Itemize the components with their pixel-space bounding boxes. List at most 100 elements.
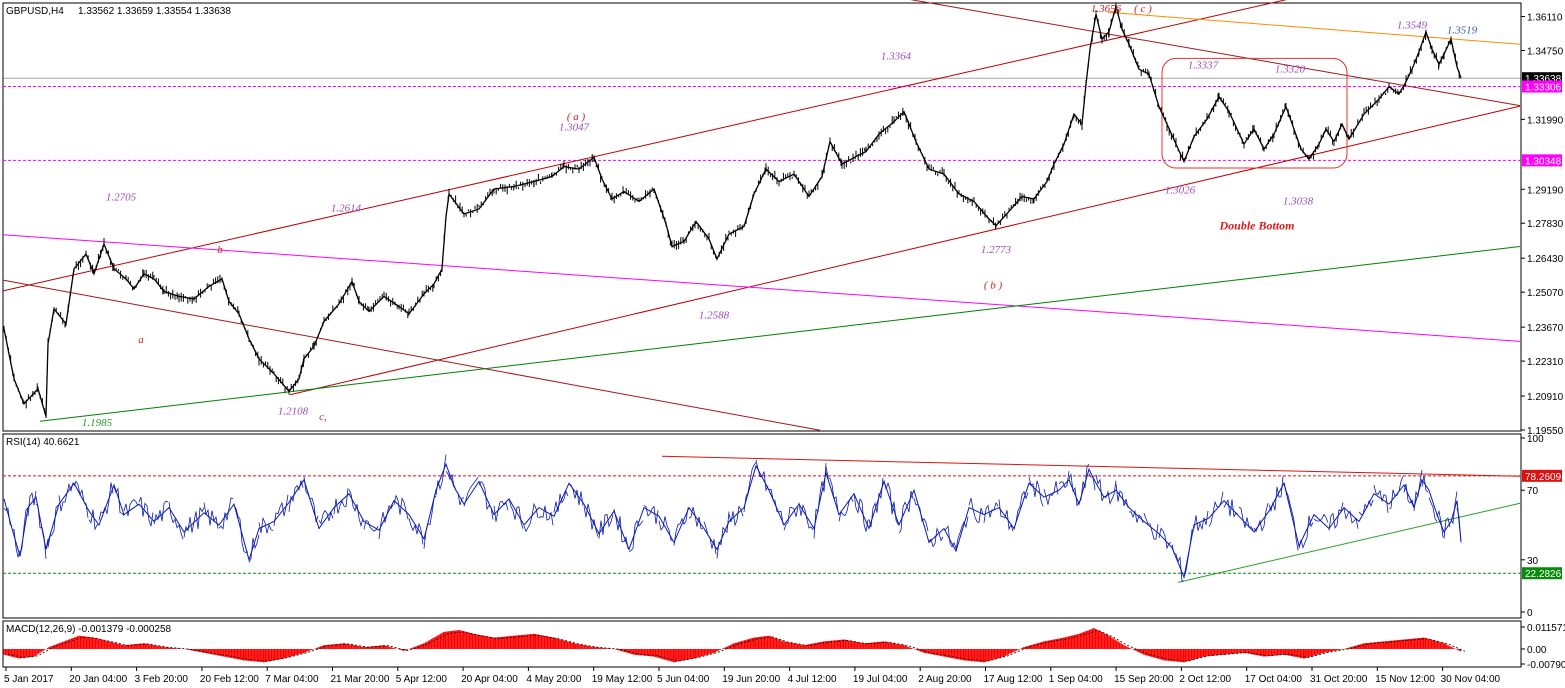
rsi-detail — [1088, 473, 1096, 491]
rsi-detail — [1171, 544, 1185, 582]
time-tick-label: 20 Apr 04:00 — [461, 674, 518, 685]
rsi-detail — [928, 527, 944, 548]
rsi-detail — [493, 500, 509, 522]
rsi-detail — [1403, 483, 1415, 508]
rsi-detail — [1298, 515, 1314, 549]
rsi-detail — [703, 521, 717, 555]
price-tick-label: 1.25070 — [1527, 288, 1564, 299]
price-tag-label: 1.33306 — [1525, 83, 1562, 94]
rsi-detail — [1223, 498, 1239, 518]
rsi-detail — [673, 507, 689, 546]
price-trendline — [2, 0, 1287, 292]
time-tick-label: 17 Aug 12:00 — [984, 674, 1043, 685]
price-annotation: 1.2773 — [981, 244, 1012, 256]
rsi-detail — [203, 502, 219, 529]
rsi-detail — [1456, 507, 1462, 543]
rsi-detail — [1443, 517, 1451, 539]
time-tick-label: 5 Jan 2017 — [4, 674, 54, 685]
price-tick-label: 1.19550 — [1527, 426, 1564, 437]
macd-tick-label: 0.00 — [1527, 645, 1547, 656]
rsi-detail — [1428, 497, 1438, 522]
rsi-line — [3, 462, 1462, 579]
rsi-detail — [333, 488, 349, 515]
rsi-detail — [98, 482, 114, 521]
price-tag-label: 1.30348 — [1525, 156, 1562, 167]
rsi-detail — [1208, 491, 1224, 527]
macd-axis: 0.011571 0.00 -0.007904 — [1521, 623, 1565, 671]
rsi-detail — [1421, 475, 1429, 493]
rsi-detail — [913, 498, 929, 532]
rsi-detail — [508, 498, 524, 529]
rsi-detail — [445, 471, 455, 487]
rsi-detail — [1328, 502, 1344, 531]
rsi-trendline — [661, 455, 1521, 477]
rsi-layer — [3, 454, 1521, 583]
rsi-detail — [1313, 513, 1329, 523]
rsi-detail — [168, 501, 184, 540]
rsi-detail — [1343, 508, 1359, 529]
time-tick-label: 17 Oct 04:00 — [1245, 674, 1303, 685]
rsi-detail — [1013, 490, 1029, 530]
rsi-axis: 100 70 30 0 78.2609 22.2826 — [1521, 434, 1562, 619]
price-tag-box — [1522, 154, 1562, 167]
rsi-detail — [153, 500, 169, 525]
time-tick-label: 15 Nov 12:00 — [1375, 674, 1435, 685]
rsi-detail — [363, 519, 379, 532]
rsi-detail — [1373, 485, 1389, 513]
time-tick-label: 3 Feb 20:00 — [135, 674, 189, 685]
rsi-detail — [798, 502, 814, 531]
rsi-detail — [1388, 476, 1404, 509]
price-tag-box — [1522, 80, 1562, 93]
rsi-detail — [248, 534, 260, 563]
time-axis: 5 Jan 2017 20 Jan 04:00 3 Feb 20:00 20 Feb … — [4, 667, 1501, 685]
rsi-detail — [318, 509, 334, 525]
rsi-detail — [1028, 477, 1044, 507]
price-annotation: 1.2108 — [278, 406, 309, 418]
price-tick-label: 1.36110 — [1527, 12, 1563, 23]
rsi-detail — [955, 516, 969, 550]
rsi-detail — [423, 495, 437, 549]
time-tick-label: 15 Sep 20:00 — [1114, 674, 1174, 685]
rsi-detail — [453, 485, 465, 506]
rsi-detail — [868, 477, 884, 528]
rsi-tick-label: 30 — [1527, 556, 1539, 567]
rsi-detail — [643, 505, 659, 525]
rsi-detail — [1058, 471, 1070, 489]
time-tick-label: 2 Aug 20:00 — [918, 674, 972, 685]
rsi-detail — [688, 507, 704, 530]
rsi-detail — [1268, 476, 1284, 513]
rsi-detail — [1253, 503, 1269, 533]
rsi-trendline — [1177, 502, 1521, 583]
macd-tick-label: -0.007904 — [1527, 660, 1565, 671]
price-annotation: ( a ) — [567, 111, 586, 123]
price-header-symbol: GBPUSD,H4 — [6, 6, 64, 17]
rsi-detail — [1103, 480, 1117, 505]
price-annotation: c, — [319, 411, 327, 423]
time-tick-label: 7 Mar 04:00 — [265, 674, 319, 685]
time-tick-label: 19 May 12:00 — [592, 674, 653, 685]
price-annotation: 1.3364 — [881, 51, 912, 63]
price-annotation: 1.2588 — [699, 309, 730, 321]
price-annotation: 1.3026 — [1165, 184, 1196, 196]
rsi-detail — [113, 486, 125, 516]
rsi-tag-label: 78.2609 — [1525, 472, 1562, 483]
time-tick-label: 19 Jul 04:00 — [853, 674, 908, 685]
rsi-detail — [658, 516, 674, 541]
price-annotation: b — [217, 244, 223, 256]
rsi-detail — [123, 499, 139, 516]
rsi-tag-box — [1522, 469, 1562, 482]
rsi-detail — [1436, 509, 1444, 538]
rsi-detail — [19, 507, 29, 556]
price-panel-frame — [2, 2, 1522, 432]
double-bottom-box — [1161, 57, 1348, 169]
rsi-detail — [568, 484, 584, 506]
rsi-detail — [613, 508, 629, 549]
price-tag-label: 1.33638 — [1525, 74, 1562, 85]
rsi-detail — [743, 462, 757, 512]
rsi-detail — [538, 505, 554, 526]
time-tick-label: 20 Jan 04:00 — [69, 674, 127, 685]
rsi-detail — [273, 494, 289, 526]
price-tick-label: 1.34750 — [1527, 46, 1564, 57]
price-annotation: 1.3320 — [1275, 63, 1306, 75]
